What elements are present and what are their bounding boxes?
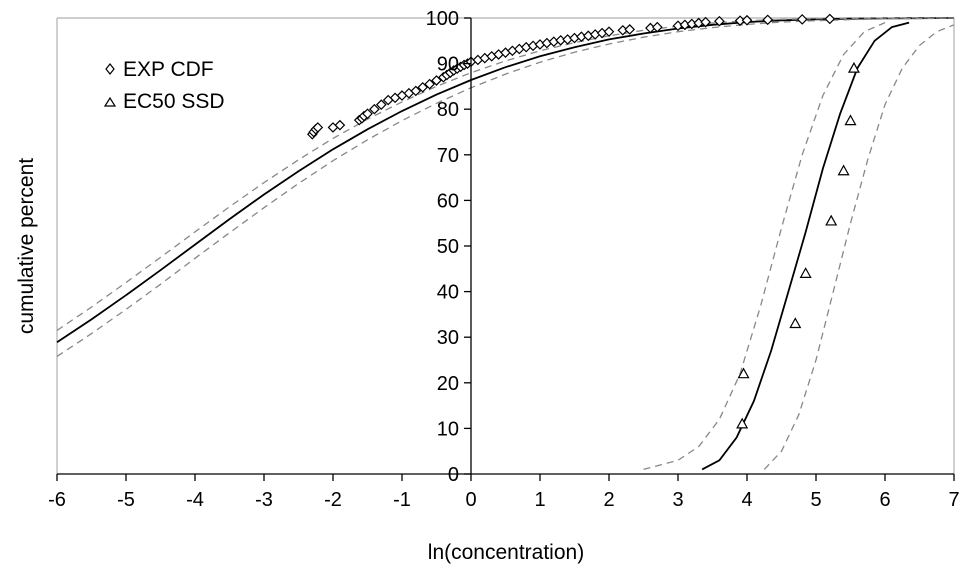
y-tick-label: 100	[426, 8, 459, 30]
x-tick-label: 2	[603, 489, 614, 511]
legend-label: EXP CDF	[123, 58, 214, 81]
y-tick-label: 90	[437, 54, 459, 76]
exp-cdf-point	[334, 119, 346, 131]
exp-cdf-point	[603, 26, 615, 38]
x-axis-title: ln(concentration)	[428, 541, 584, 564]
exp-cdf-point	[417, 81, 429, 93]
x-tick-label: 1	[534, 489, 545, 511]
exp-cdf-point	[741, 14, 753, 26]
x-tick-label: -5	[117, 489, 135, 511]
exp-cdf-point	[362, 108, 373, 120]
confidence-bound-curve	[763, 24, 955, 470]
fitted-curve	[701, 21, 910, 471]
legend: EXP CDF EC50 SSD	[103, 58, 225, 113]
x-tick-label: 5	[810, 489, 821, 511]
x-ticks: -6 -5 -4 -3 -2 -1 0 1 2 3 4 5 6 7	[48, 474, 960, 511]
exp-cdf-point	[312, 122, 324, 133]
y-axis-title: cumulative percent	[15, 158, 38, 334]
data-points	[306, 13, 860, 429]
exp-cdf-point	[714, 15, 725, 27]
x-tick-label: 7	[948, 489, 959, 511]
exp-cdf-point	[796, 14, 808, 25]
ec50-ssd-point	[799, 267, 812, 278]
y-tick-label: 40	[437, 282, 459, 304]
axes: -6 -5 -4 -3 -2 -1 0 1 2 3 4 5 6 7 0 10 20 30 40 50 60 70 80 90…	[48, 8, 959, 511]
y-tick-label: 10	[437, 418, 459, 440]
x-tick-label: -1	[393, 489, 411, 511]
legend-entry: EC50 SSD	[103, 90, 225, 113]
x-tick-label: 0	[465, 489, 476, 511]
y-tick-label: 60	[437, 190, 459, 212]
x-tick-label: 6	[879, 489, 890, 511]
x-tick-label: -2	[324, 489, 342, 511]
exp-cdf-point	[700, 16, 711, 28]
legend-diamond-marker	[105, 63, 115, 75]
y-tick-label: 70	[437, 145, 459, 167]
y-tick-label: 20	[437, 373, 459, 395]
ec50-ssd-point	[736, 417, 749, 429]
exp-cdf-point	[824, 13, 836, 25]
exp-cdf-point	[375, 99, 387, 110]
x-tick-label: -3	[255, 489, 273, 511]
legend-entry: EXP CDF	[105, 58, 214, 81]
confidence-bound-curve	[56, 17, 955, 357]
ec50-ssd-point	[737, 367, 750, 379]
legend-label: EC50 SSD	[123, 90, 225, 113]
exp-cdf-point	[431, 75, 442, 86]
y-tick-label: 50	[437, 236, 459, 258]
exp-cdf-point	[651, 21, 663, 33]
x-tick-label: -6	[48, 489, 66, 511]
exp-cdf-point	[624, 24, 636, 35]
y-tick-label: 30	[437, 327, 459, 349]
ec50-ssd-point	[789, 317, 802, 329]
ec50-ssd-point	[837, 164, 850, 176]
y-tick-label: 80	[437, 99, 459, 121]
y-tick-label: 0	[448, 464, 459, 486]
exp-cdf-point	[369, 103, 380, 115]
ec50-ssd-point	[847, 61, 860, 73]
confidence-bound-curve	[643, 22, 886, 471]
x-tick-label: 4	[741, 489, 752, 511]
exp-cdf-point	[762, 14, 774, 26]
exp-cdf-point	[410, 85, 422, 97]
exp-cdf-point	[424, 78, 435, 90]
ec50-ssd-point	[844, 114, 857, 126]
x-tick-label: 3	[672, 489, 683, 511]
y-ticks: 0 10 20 30 40 50 60 70 80 90 100	[426, 8, 471, 486]
x-tick-label: -4	[186, 489, 204, 511]
ec50-ssd-point	[825, 214, 838, 226]
legend-triangle-marker	[103, 96, 117, 107]
